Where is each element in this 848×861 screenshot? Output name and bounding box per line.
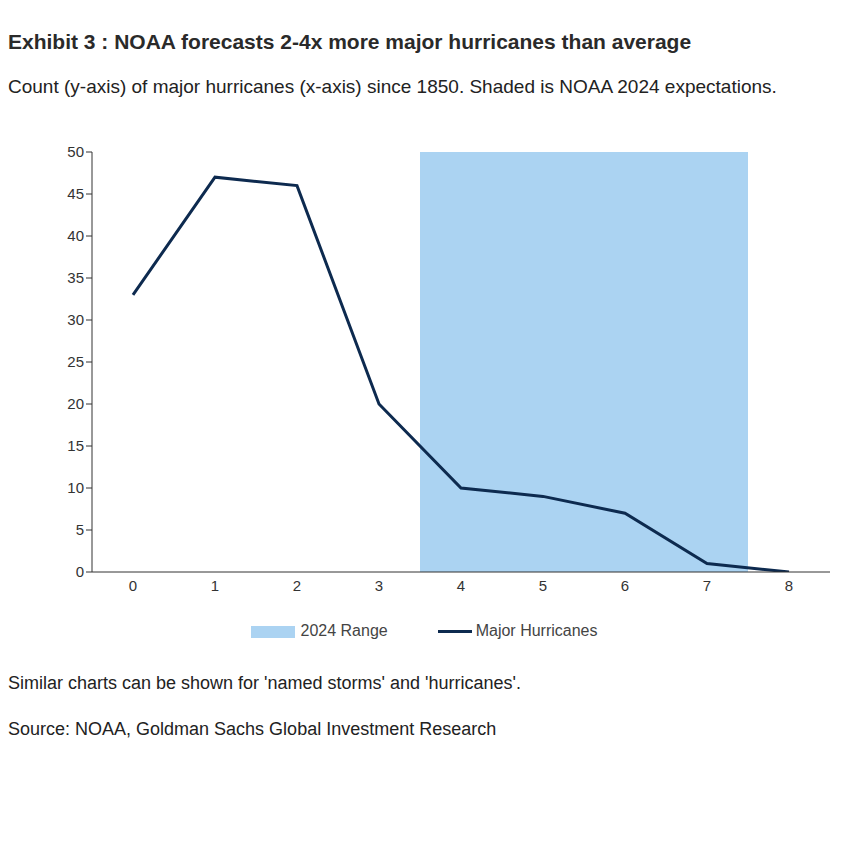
html-text:Major Hurricanes: Major Hurricanes xyxy=(475,622,598,639)
html-text:Count (y-axis) of major hurric: Count (y-axis) of major hurricanes (x-ax… xyxy=(8,76,777,97)
svg-text:40: 40 xyxy=(67,227,84,244)
svg-text:2: 2 xyxy=(293,577,301,594)
svg-text:15: 15 xyxy=(67,437,84,454)
svg-text:35: 35 xyxy=(67,269,84,286)
html-text:2024 Range: 2024 Range xyxy=(300,622,388,639)
svg-text:0: 0 xyxy=(129,577,137,594)
svg-text:25: 25 xyxy=(67,353,84,370)
svg-text:10: 10 xyxy=(67,479,84,496)
svg-text:45: 45 xyxy=(67,185,84,202)
html-text:Exhibit 3 : NOAA forecasts 2-4: Exhibit 3 : NOAA forecasts 2-4x more maj… xyxy=(8,30,692,53)
svg-text:5: 5 xyxy=(539,577,547,594)
svg-text:5: 5 xyxy=(76,521,84,538)
svg-text:30: 30 xyxy=(67,311,84,328)
html-text:Similar charts can be shown fo: Similar charts can be shown for 'named s… xyxy=(8,673,521,693)
svg-text:20: 20 xyxy=(67,395,84,412)
html-text:Source: NOAA, Goldman Sachs Gl: Source: NOAA, Goldman Sachs Global Inves… xyxy=(8,719,497,739)
svg-text:50: 50 xyxy=(67,143,84,160)
svg-text:3: 3 xyxy=(375,577,383,594)
svg-text:0: 0 xyxy=(76,563,84,580)
svg-text:7: 7 xyxy=(703,577,711,594)
svg-text:4: 4 xyxy=(457,577,465,594)
svg-text:8: 8 xyxy=(785,577,793,594)
svg-text:1: 1 xyxy=(211,577,219,594)
svg-text:6: 6 xyxy=(621,577,629,594)
